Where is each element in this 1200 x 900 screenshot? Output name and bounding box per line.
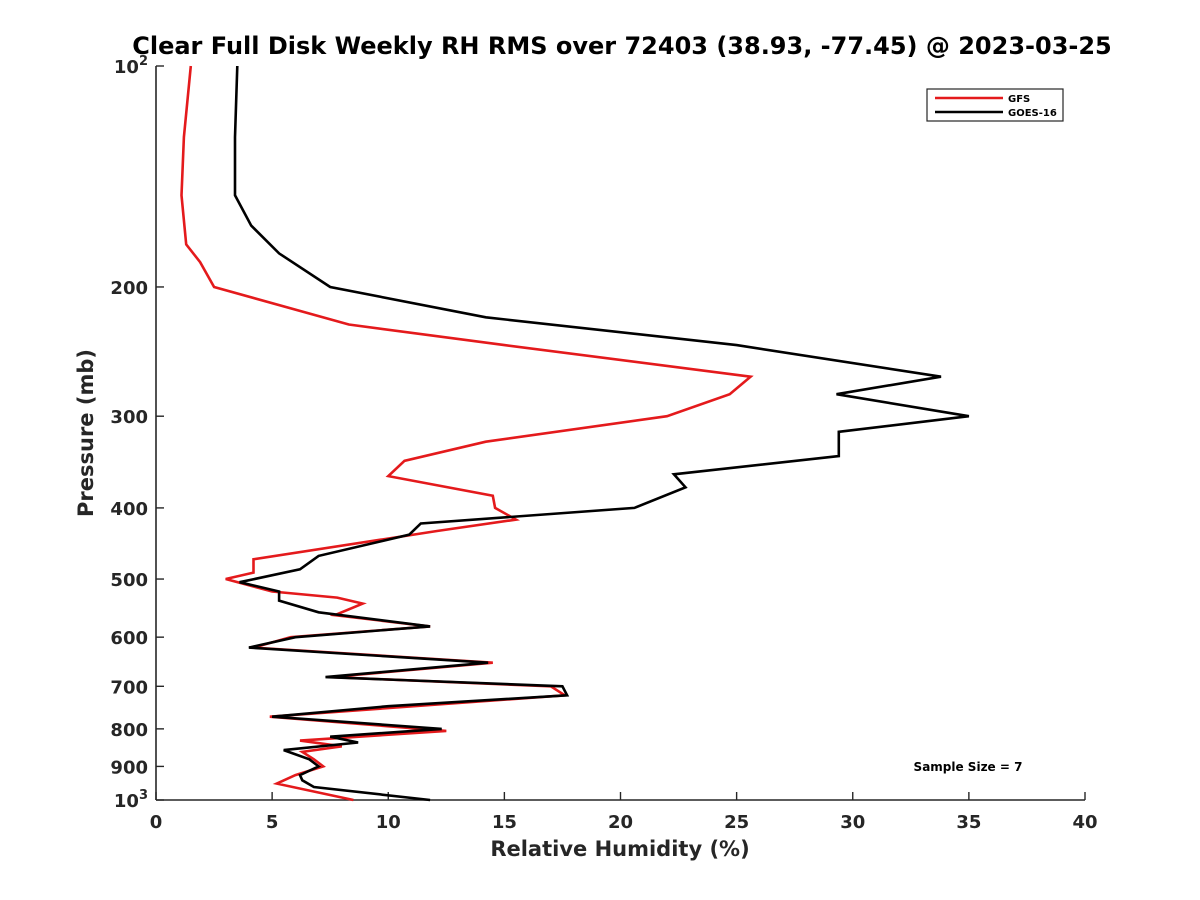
series-layer <box>180 65 970 802</box>
x-tick-label: 40 <box>1072 812 1097 833</box>
x-tick-label: 25 <box>724 812 749 833</box>
y-tick-label: 900 <box>110 757 148 778</box>
y-tick-label: 700 <box>110 677 148 698</box>
y-tick-label: 200 <box>110 278 148 299</box>
y-tick-label: 800 <box>110 720 148 741</box>
x-tick-label: 20 <box>608 812 633 833</box>
x-tick-label: 5 <box>266 812 279 833</box>
series-line-gfs <box>180 65 754 802</box>
y-axis-label: Pressure (mb) <box>74 349 98 517</box>
plot-area <box>155 66 1085 801</box>
x-tick-label: 0 <box>150 812 163 833</box>
legend-box <box>926 88 1064 122</box>
x-axis-label: Relative Humidity (%) <box>490 837 749 861</box>
legend: GFS GOES-16 <box>926 88 1064 122</box>
legend-label: GFS <box>1008 94 1030 105</box>
y-tick-label: 102 <box>114 54 148 78</box>
chart-title: Clear Full Disk Weekly RH RMS over 72403… <box>132 32 1112 60</box>
x-tick-label: 35 <box>956 812 981 833</box>
x-tick-label: 15 <box>492 812 517 833</box>
y-tick-label-exponent: 3 <box>139 788 148 803</box>
y-tick-label: 103 <box>114 788 148 812</box>
y-tick-label-base: 10 <box>114 57 139 78</box>
x-tick-label: 30 <box>840 812 865 833</box>
legend-label: GOES-16 <box>1008 108 1057 119</box>
sample-size-annotation: Sample Size = 7 <box>914 760 1023 774</box>
x-tick-label: 10 <box>376 812 401 833</box>
y-tick-label: 300 <box>110 407 148 428</box>
y-tick-label: 500 <box>110 570 148 591</box>
y-tick-label-exponent: 2 <box>139 54 148 69</box>
y-tick-label: 400 <box>110 499 148 520</box>
x-ticks: 0 5 10 15 20 25 30 35 40 <box>150 792 1098 833</box>
series-line-goes-16 <box>233 65 970 802</box>
y-tick-label-base: 10 <box>114 791 139 812</box>
y-tick-label: 600 <box>110 628 148 649</box>
